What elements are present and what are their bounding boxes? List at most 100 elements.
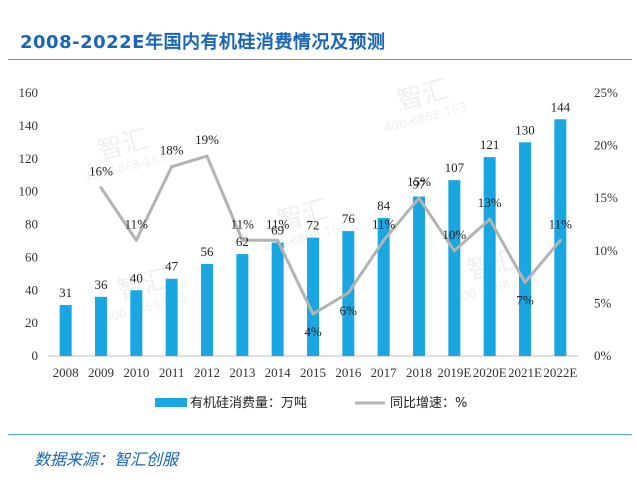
line-value-label: 19%: [195, 132, 219, 147]
x-axis-tick-label: 2017: [371, 365, 398, 380]
line-point: [558, 238, 562, 242]
line-value-label: 6%: [340, 303, 358, 318]
line-value-label: 11%: [266, 216, 290, 231]
x-axis-tick-label: 2022E: [543, 365, 577, 380]
line-point: [523, 280, 527, 284]
legend: 有机硅消费量：万吨 同比增速：%: [155, 396, 467, 411]
bar-value-label: 47: [165, 259, 179, 274]
bar: [165, 278, 178, 356]
right-axis-tick-label: 10%: [594, 243, 618, 258]
line-series: [99, 154, 562, 316]
bar-value-label: 31: [59, 285, 72, 300]
x-axis-tick-label: 2021E: [508, 365, 542, 380]
chart-title: 2008-2022E年国内有机硅消费情况及预测: [20, 32, 386, 53]
bar-value-label: 72: [307, 218, 320, 233]
line-point: [99, 186, 103, 190]
legend-bar-label: 有机硅消费量：万吨: [190, 396, 307, 411]
x-axis-tick-label: 2010: [123, 365, 149, 380]
line-point: [134, 238, 138, 242]
line-point: [452, 249, 456, 253]
x-axis-tick-label: 2009: [88, 365, 114, 380]
left-axis-tick-label: 40: [25, 282, 38, 297]
bar: [519, 142, 531, 356]
bar-value-label: 144: [551, 99, 571, 114]
bar: [95, 296, 107, 356]
right-axis-ticks: 0% 5% 10% 15% 20% 25%: [594, 85, 618, 363]
bar-value-label: 69: [271, 223, 284, 238]
line-point: [276, 238, 280, 242]
bar: [201, 263, 213, 356]
line-value-label: 11%: [231, 216, 255, 231]
line-data-labels: 16% 11% 18% 19% 11% 11% 4% 6% 11% 15% 10% 13% 7% 11%: [89, 132, 572, 339]
right-axis-tick-label: 20%: [594, 138, 618, 153]
bar-value-label: 40: [130, 270, 143, 285]
line-value-label: 11%: [372, 216, 396, 231]
line-point: [205, 154, 209, 158]
x-axis-tick-label: 2014: [265, 365, 292, 380]
x-axis-tick-label: 2020E: [473, 365, 507, 380]
left-axis-tick-label: 100: [19, 184, 39, 199]
x-axis-tick-label: 2012: [194, 365, 220, 380]
left-axis-tick-label: 140: [19, 118, 39, 133]
bar-value-label: 56: [201, 244, 215, 259]
left-axis-tick-label: 20: [25, 315, 38, 330]
bar-value-label: 121: [480, 137, 500, 152]
bar: [377, 217, 390, 356]
bar: [307, 237, 319, 356]
line-value-label: 16%: [89, 164, 113, 179]
growth-rate-line: [99, 154, 562, 316]
line-value-label: 4%: [304, 324, 322, 339]
bar: [130, 290, 143, 356]
bar: [271, 242, 284, 356]
bar-value-label: 97: [413, 177, 427, 192]
left-axis-tick-label: 160: [19, 85, 39, 100]
line-value-label: 13%: [478, 195, 502, 210]
bar-data-labels: 31 36 40 47 56 62 69 72 76 84 97 107 121 130 144: [59, 99, 570, 300]
right-axis-tick-label: 25%: [594, 85, 618, 100]
line-value-label: 10%: [442, 227, 466, 242]
right-axis-tick-label: 5%: [594, 295, 612, 310]
left-axis-tick-label: 80: [25, 217, 38, 232]
bar: [59, 305, 72, 356]
x-axis-tick-label: 2011: [159, 365, 185, 380]
x-axis-tick-label: 2018: [406, 365, 432, 380]
x-axis-tick-label: 2016: [335, 365, 362, 380]
bar-value-label: 62: [236, 234, 249, 249]
bar: [448, 180, 461, 356]
x-axis-tick-label: 2015: [300, 365, 326, 380]
left-axis-ticks: 0 20 40 60 80 100 120 140 160: [19, 85, 39, 363]
title-divider: [8, 59, 632, 60]
x-axis-tick-label: 2008: [53, 365, 79, 380]
right-axis-tick-label: 0%: [594, 348, 612, 363]
bar: [236, 254, 249, 356]
bar-value-label: 84: [377, 198, 391, 213]
bar: [413, 196, 425, 356]
bar-value-label: 76: [342, 211, 356, 226]
line-point: [382, 238, 386, 242]
line-point: [346, 291, 350, 295]
line-value-label: 11%: [125, 216, 149, 231]
x-axis-tick-label: 2019E: [437, 365, 471, 380]
bar-value-label: 107: [445, 160, 465, 175]
line-value-label: 18%: [160, 143, 184, 158]
combo-chart: 智汇400-6868-163智汇400-6868-163智汇400-6868-1…: [19, 74, 619, 411]
bar: [483, 157, 496, 356]
line-value-label: 15%: [407, 174, 431, 189]
footer-divider: [8, 434, 632, 435]
line-point: [311, 312, 315, 316]
line-point: [240, 238, 244, 242]
line-point: [170, 165, 174, 169]
bar: [554, 119, 567, 356]
left-axis-tick-label: 120: [19, 151, 39, 166]
data-source: 数据来源：智汇创服: [34, 450, 179, 469]
legend-bar-swatch: [155, 398, 187, 407]
line-value-label: 11%: [549, 216, 573, 231]
bar-series: [59, 119, 567, 356]
left-axis-tick-label: 0: [32, 348, 39, 363]
line-value-label: 7%: [516, 292, 534, 307]
x-axis-tick-label: 2013: [229, 365, 255, 380]
right-axis-tick-label: 15%: [594, 190, 618, 205]
x-axis-ticks: 2008 2009 2010 2011 2012 2013 2014 2015 2016 2017…: [53, 365, 578, 380]
legend-line-label: 同比增速：%: [390, 396, 467, 411]
line-point: [417, 196, 421, 200]
